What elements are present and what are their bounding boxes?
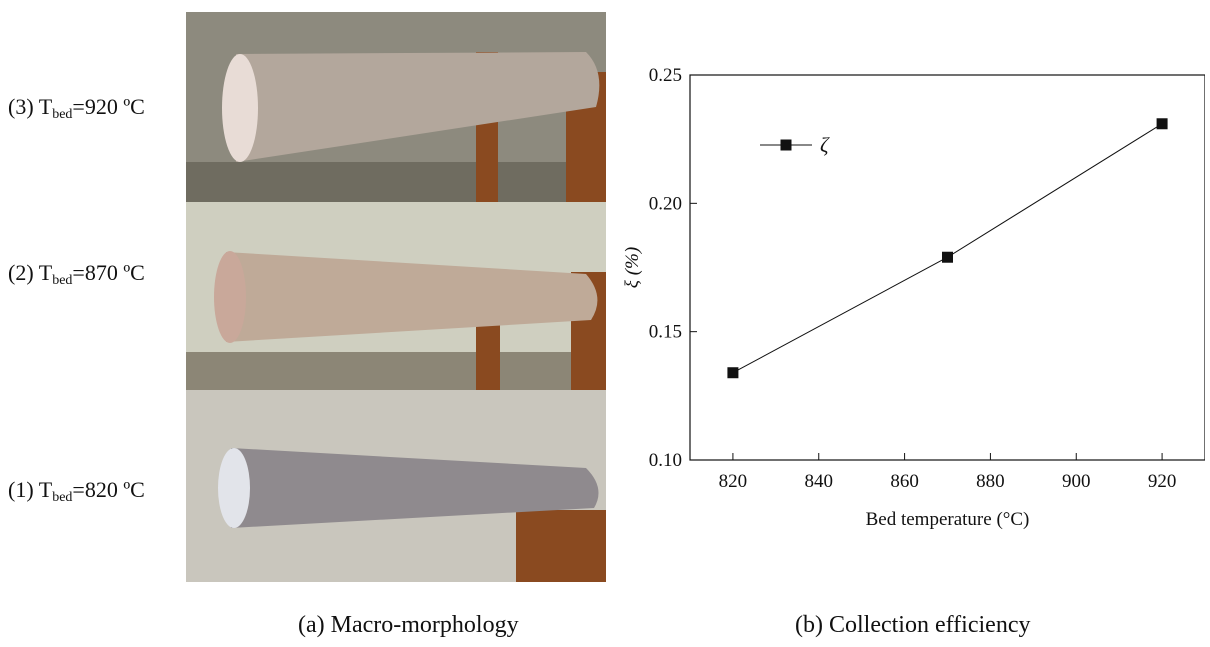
y-tick-label: 0.15 xyxy=(649,322,682,343)
photo-870-rod xyxy=(226,252,598,342)
data-point xyxy=(727,367,739,379)
efficiency-chart: 820 840 860 880 900 920 0.10 0.15 0.20 0.25 ζ Bed… xyxy=(622,65,1205,530)
label-920-sub: bed xyxy=(52,107,73,122)
y-tick-label: 0.20 xyxy=(649,193,682,214)
x-tick-label: 860 xyxy=(890,471,919,492)
label-820: (1) Tbed=820 ºC xyxy=(8,477,145,506)
x-tick-label: 880 xyxy=(976,471,1005,492)
y-tick-label: 0.10 xyxy=(649,450,682,471)
label-870-suffix: =870 ºC xyxy=(72,260,145,285)
series-line xyxy=(732,123,1163,374)
legend-marker xyxy=(780,139,792,151)
y-axis-label: ξ (%) xyxy=(622,247,643,288)
label-870-sub: bed xyxy=(52,273,73,288)
label-820-sub: bed xyxy=(52,490,73,505)
photo-920-rod xyxy=(236,52,600,162)
photo-920-drawing xyxy=(186,12,606,202)
chart-legend: ζ xyxy=(760,133,830,157)
label-920-prefix: (3) T xyxy=(8,94,53,119)
photo-870-bracket xyxy=(476,322,500,390)
photo-870-rod-end xyxy=(214,251,246,343)
label-870-prefix: (2) T xyxy=(8,260,53,285)
label-920-suffix: =920 ºC xyxy=(72,94,145,119)
x-tick-label: 820 xyxy=(719,471,748,492)
caption-a: (a) Macro-morphology xyxy=(298,612,519,638)
photo-920-rod-end xyxy=(222,54,258,162)
label-820-suffix: =820 ºC xyxy=(72,477,145,502)
photo-820 xyxy=(186,390,606,582)
x-tick-label: 840 xyxy=(805,471,834,492)
photo-870-drawing xyxy=(186,202,606,390)
data-point xyxy=(942,251,953,263)
photo-870-floor xyxy=(186,352,606,390)
chart-axes-layer: 820 840 860 880 900 920 0.10 0.15 0.20 0.25 xyxy=(649,65,1205,492)
photo-820-rod xyxy=(231,448,599,528)
photo-870 xyxy=(186,202,606,390)
plot-frame xyxy=(689,74,1205,461)
label-870: (2) Tbed=870 ºC xyxy=(8,260,145,289)
label-920: (3) Tbed=920 ºC xyxy=(8,94,145,123)
data-point xyxy=(1156,118,1168,130)
photo-820-bracket xyxy=(516,510,606,582)
photo-820-drawing xyxy=(186,390,606,582)
caption-b: (b) Collection efficiency xyxy=(795,612,1031,638)
y-tick-label: 0.25 xyxy=(649,65,682,86)
photo-920 xyxy=(186,12,606,202)
legend-label: ζ xyxy=(820,133,830,157)
x-tick-label: 900 xyxy=(1062,471,1091,492)
x-tick-label: 920 xyxy=(1148,471,1177,492)
label-820-prefix: (1) T xyxy=(8,477,53,502)
photo-920-shadow xyxy=(186,162,606,202)
chart-series-layer xyxy=(727,118,1168,379)
photo-820-rod-end xyxy=(218,448,250,528)
x-axis-label: Bed temperature (°C) xyxy=(866,509,1030,530)
